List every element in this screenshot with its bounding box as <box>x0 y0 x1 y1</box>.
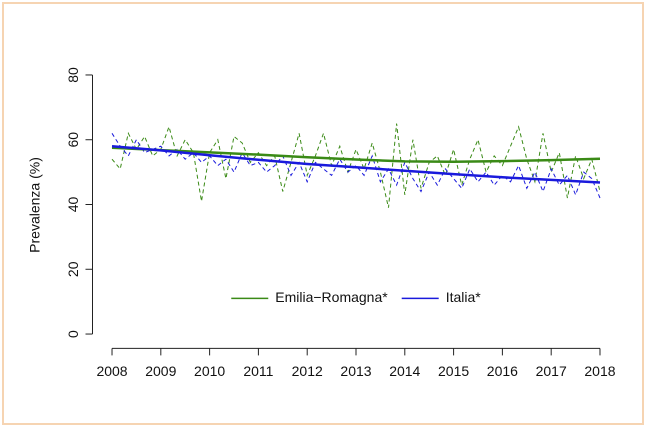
data-line <box>111 123 601 208</box>
y-axis-label: Prevalenza (%) <box>27 157 43 253</box>
trend-line <box>111 146 601 164</box>
x-tick-label: 2018 <box>584 363 615 379</box>
y-tick-label: 80 <box>65 67 81 83</box>
y-tick-label: 40 <box>65 197 81 213</box>
x-tick-label: 2011 <box>243 363 273 379</box>
x-tick-label: 2015 <box>438 363 469 379</box>
y-tick-label: 0 <box>65 330 81 338</box>
legend-label: Emilia−Romagna* <box>275 289 388 305</box>
x-tick-label: 2012 <box>292 363 323 379</box>
legend-label: Italia* <box>446 289 482 305</box>
trend-line <box>111 144 601 184</box>
x-tick-label: 2008 <box>96 363 127 379</box>
y-tick-label: 60 <box>65 132 81 148</box>
x-tick-label: 2014 <box>389 363 420 379</box>
x-tick-label: 2016 <box>487 363 518 379</box>
frame <box>2 2 644 425</box>
y-tick-label: 20 <box>65 261 81 277</box>
x-tick-label: 2013 <box>340 363 371 379</box>
x-tick-label: 2017 <box>536 363 567 379</box>
x-tick-label: 2010 <box>194 363 225 379</box>
x-tick-label: 2009 <box>145 363 176 379</box>
